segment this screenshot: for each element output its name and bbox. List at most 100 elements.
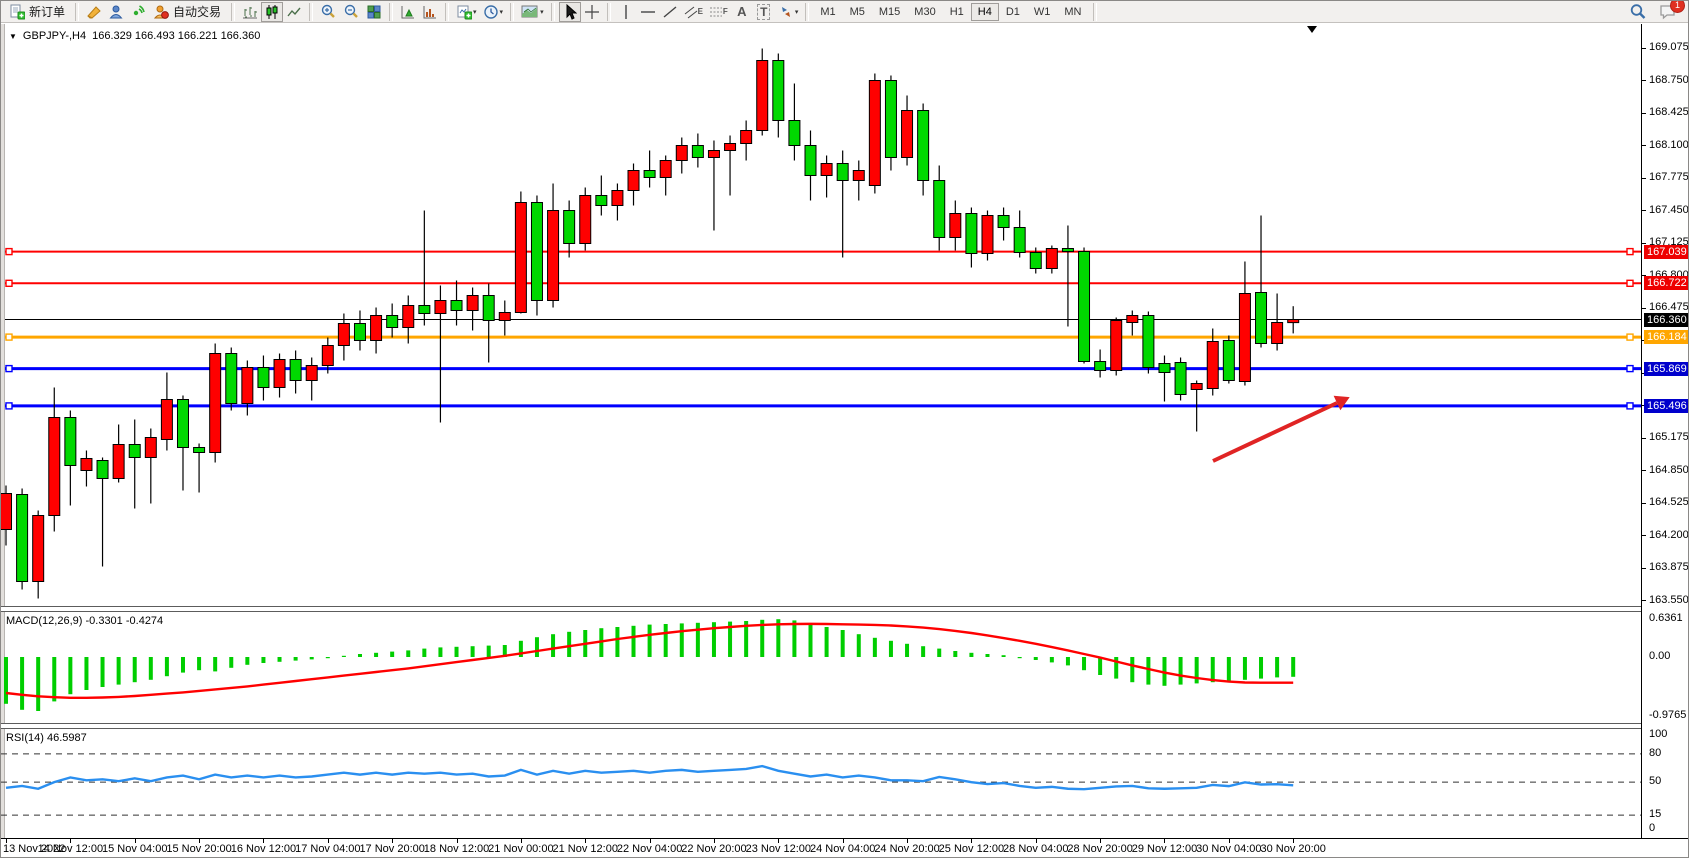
- price-tick-label: 164.525: [1649, 496, 1689, 508]
- time-tick: [392, 839, 394, 843]
- time-tick-label: 24 Nov 04:00: [809, 843, 876, 855]
- chart-region: ▼ GBPJPY-,H4 166.329 166.493 166.221 166…: [1, 24, 1689, 857]
- time-tick: [1293, 839, 1295, 843]
- timeframe-m30[interactable]: M30: [914, 5, 936, 18]
- time-tick: [1100, 839, 1102, 843]
- time-tick: [649, 839, 651, 843]
- time-tick-label: 22 Nov 04:00: [616, 843, 683, 855]
- drawn-arrow[interactable]: [1212, 401, 1338, 463]
- timeframe-m5[interactable]: M5: [849, 5, 865, 18]
- text-tool-button[interactable]: A: [731, 2, 753, 22]
- timeframe-h4[interactable]: H4: [970, 2, 999, 21]
- period-button[interactable]: [419, 2, 441, 22]
- new-order-button[interactable]: 新订单: [5, 2, 71, 22]
- price-tick-label: 164.850: [1649, 463, 1689, 476]
- horizontal-line-tool-button[interactable]: [637, 2, 659, 22]
- time-tick-label: 18 Nov 12:00: [423, 843, 490, 855]
- auto-trading-label: 自动交易: [173, 5, 222, 19]
- line-anchor-handle[interactable]: [1626, 364, 1634, 373]
- chart-shift-marker[interactable]: [1307, 26, 1317, 33]
- pane-splitter[interactable]: [1, 606, 1688, 612]
- template-button[interactable]: ▾: [518, 2, 547, 22]
- line-chart-mode-button[interactable]: [283, 2, 305, 22]
- triangle-down-icon: ▼: [9, 31, 17, 41]
- rsi-pane-canvas[interactable]: [1, 729, 1689, 838]
- trendline-tool-button[interactable]: [659, 2, 681, 22]
- price-tick-label: 167.450: [1649, 203, 1689, 216]
- auto-trading-button[interactable]: 自动交易: [149, 2, 227, 22]
- timeframe-m1[interactable]: M1: [820, 5, 836, 18]
- new-chart-icon: [457, 5, 473, 19]
- toolbar: 新订单 自动交易: [1, 1, 1688, 23]
- macd-axis-label: 0.6361: [1649, 611, 1683, 624]
- macd-axis-label: 0.00: [1649, 650, 1671, 662]
- notifications-button[interactable]: 1: [1656, 1, 1685, 22]
- price-tick: [1642, 177, 1646, 179]
- chevron-down-icon: ▾: [499, 8, 504, 16]
- crosshair-tool-button[interactable]: [581, 2, 603, 22]
- notification-badge: 1: [1670, 1, 1685, 13]
- bar-chart-mode-button[interactable]: [239, 2, 261, 22]
- price-tick: [1642, 470, 1646, 471]
- line-anchor-handle[interactable]: [1626, 279, 1634, 287]
- time-tick-label: 13 Nov 2022: [3, 843, 66, 855]
- pane-splitter[interactable]: [1, 723, 1688, 729]
- search-button[interactable]: [1626, 2, 1650, 22]
- fibonacci-tool-button[interactable]: F: [706, 2, 731, 22]
- main-chart-canvas[interactable]: [1, 24, 1689, 606]
- signal-button[interactable]: [127, 2, 149, 22]
- indicators-button[interactable]: [397, 2, 419, 22]
- toolbar-separator: [1092, 2, 1097, 21]
- timeframes-menu-button[interactable]: ▾: [480, 2, 507, 22]
- time-tick: [327, 839, 329, 843]
- line-anchor-handle[interactable]: [5, 364, 13, 373]
- drawn-arrow-head[interactable]: [1333, 395, 1350, 411]
- auto-trading-icon: [153, 5, 169, 19]
- time-tick-label: 16 Nov 12:00: [230, 843, 297, 855]
- time-tick: [585, 839, 587, 843]
- line-anchor-handle[interactable]: [1626, 402, 1634, 410]
- bid-price-tag: 166.360: [1644, 312, 1688, 327]
- equidistant-channel-tool-button[interactable]: E: [681, 2, 706, 22]
- fibonacci-letter: F: [722, 7, 728, 16]
- signal-icon: [133, 4, 145, 15]
- timeframe-mn[interactable]: MN: [1064, 5, 1082, 18]
- arrows-tool-button[interactable]: ▾: [775, 2, 802, 22]
- line-chart-icon: [287, 7, 301, 16]
- cursor-tool-button[interactable]: [558, 1, 581, 22]
- text-label-tool-button[interactable]: T: [753, 2, 775, 22]
- price-tick: [1642, 600, 1646, 601]
- candlestick-mode-button[interactable]: [261, 1, 284, 22]
- rsi-axis-label: 50: [1649, 775, 1662, 788]
- time-tick-label: 28 Nov 20:00: [1067, 843, 1133, 855]
- price-axis[interactable]: 169.075 168.750 168.425 168.100 167.775 167.4…: [1641, 24, 1689, 838]
- line-anchor-handle[interactable]: [5, 247, 13, 256]
- vertical-line-tool-button[interactable]: [615, 2, 637, 22]
- zoom-in-button[interactable]: [317, 2, 340, 22]
- profile-button[interactable]: [105, 2, 127, 22]
- crayon-icon: [87, 5, 101, 19]
- timeframe-d1[interactable]: D1: [1005, 5, 1020, 18]
- price-tick-label: 163.875: [1649, 561, 1689, 573]
- crayon-tool-button[interactable]: [83, 2, 105, 22]
- text-label-icon: T: [757, 3, 771, 20]
- timeframe-h1[interactable]: H1: [949, 5, 964, 18]
- timeframe-m15[interactable]: M15: [878, 5, 901, 18]
- macd-pane-canvas[interactable]: [1, 612, 1689, 723]
- line-anchor-handle[interactable]: [1626, 247, 1634, 256]
- line-anchor-handle[interactable]: [5, 402, 13, 410]
- crosshair-icon: [584, 4, 599, 19]
- tile-windows-button[interactable]: [363, 2, 385, 22]
- new-chart-button[interactable]: ▾: [453, 2, 480, 22]
- time-axis[interactable]: 13 Nov 2022 14 Nov 12:00 15 Nov 04:00 15 No…: [1, 838, 1688, 857]
- line-anchor-handle[interactable]: [1626, 333, 1634, 341]
- zoom-out-button[interactable]: [340, 2, 363, 22]
- price-tick-label: 168.100: [1649, 138, 1689, 151]
- time-tick-label: 24 Nov 20:00: [874, 843, 940, 855]
- line-anchor-handle[interactable]: [5, 279, 13, 287]
- timeframe-w1[interactable]: W1: [1033, 5, 1051, 18]
- period-icon: [423, 5, 437, 18]
- toolbar-separator: [550, 2, 555, 21]
- line-anchor-handle[interactable]: [5, 333, 13, 341]
- time-tick: [70, 839, 72, 843]
